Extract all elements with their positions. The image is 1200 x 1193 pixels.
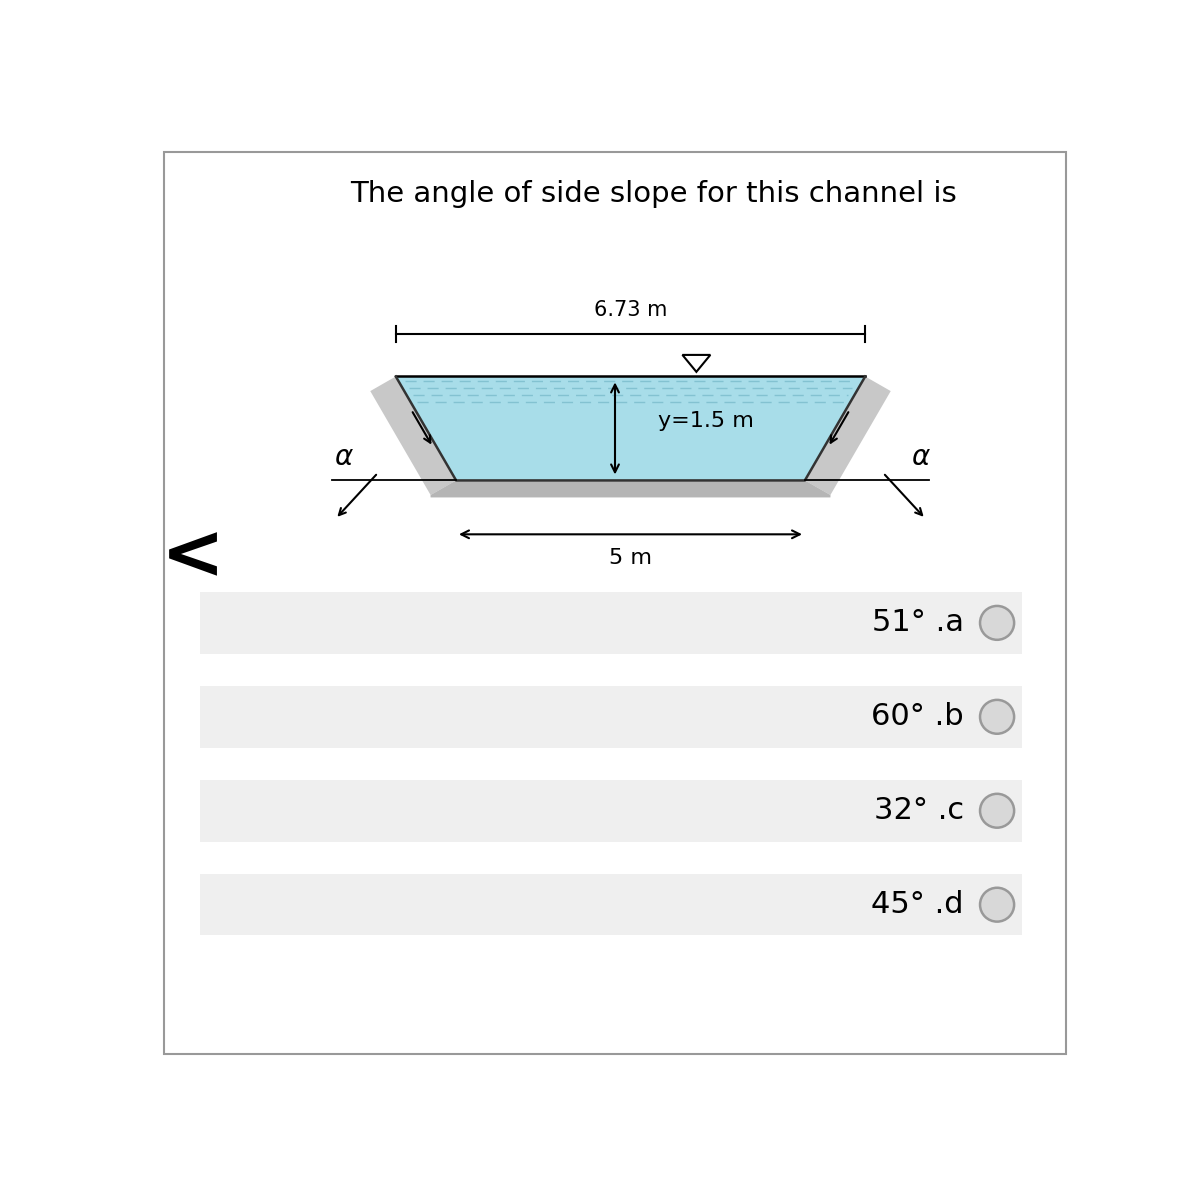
Text: 32° .c: 32° .c [874,796,964,826]
Bar [200,686,1022,748]
Circle shape [980,606,1014,639]
Circle shape [980,793,1014,828]
Polygon shape [431,481,830,497]
Text: 45° .d: 45° .d [871,890,964,919]
Bar [200,874,1022,935]
Bar [200,780,1022,841]
Circle shape [980,888,1014,922]
Polygon shape [805,377,890,495]
Polygon shape [431,481,830,497]
Text: 60° .b: 60° .b [871,703,964,731]
Polygon shape [396,377,865,481]
Text: y=1.5 m: y=1.5 m [658,410,754,431]
Polygon shape [683,354,710,372]
Text: 5 m: 5 m [610,548,652,568]
Text: 51° .a: 51° .a [871,608,964,637]
Polygon shape [371,377,456,495]
Text: <: < [161,520,224,594]
Text: The angle of side slope for this channel is: The angle of side slope for this channel… [350,180,958,208]
Text: α: α [334,444,353,471]
Circle shape [980,700,1014,734]
Bar [200,592,1022,654]
Text: 6.73 m: 6.73 m [594,301,667,320]
Text: α: α [911,444,929,471]
